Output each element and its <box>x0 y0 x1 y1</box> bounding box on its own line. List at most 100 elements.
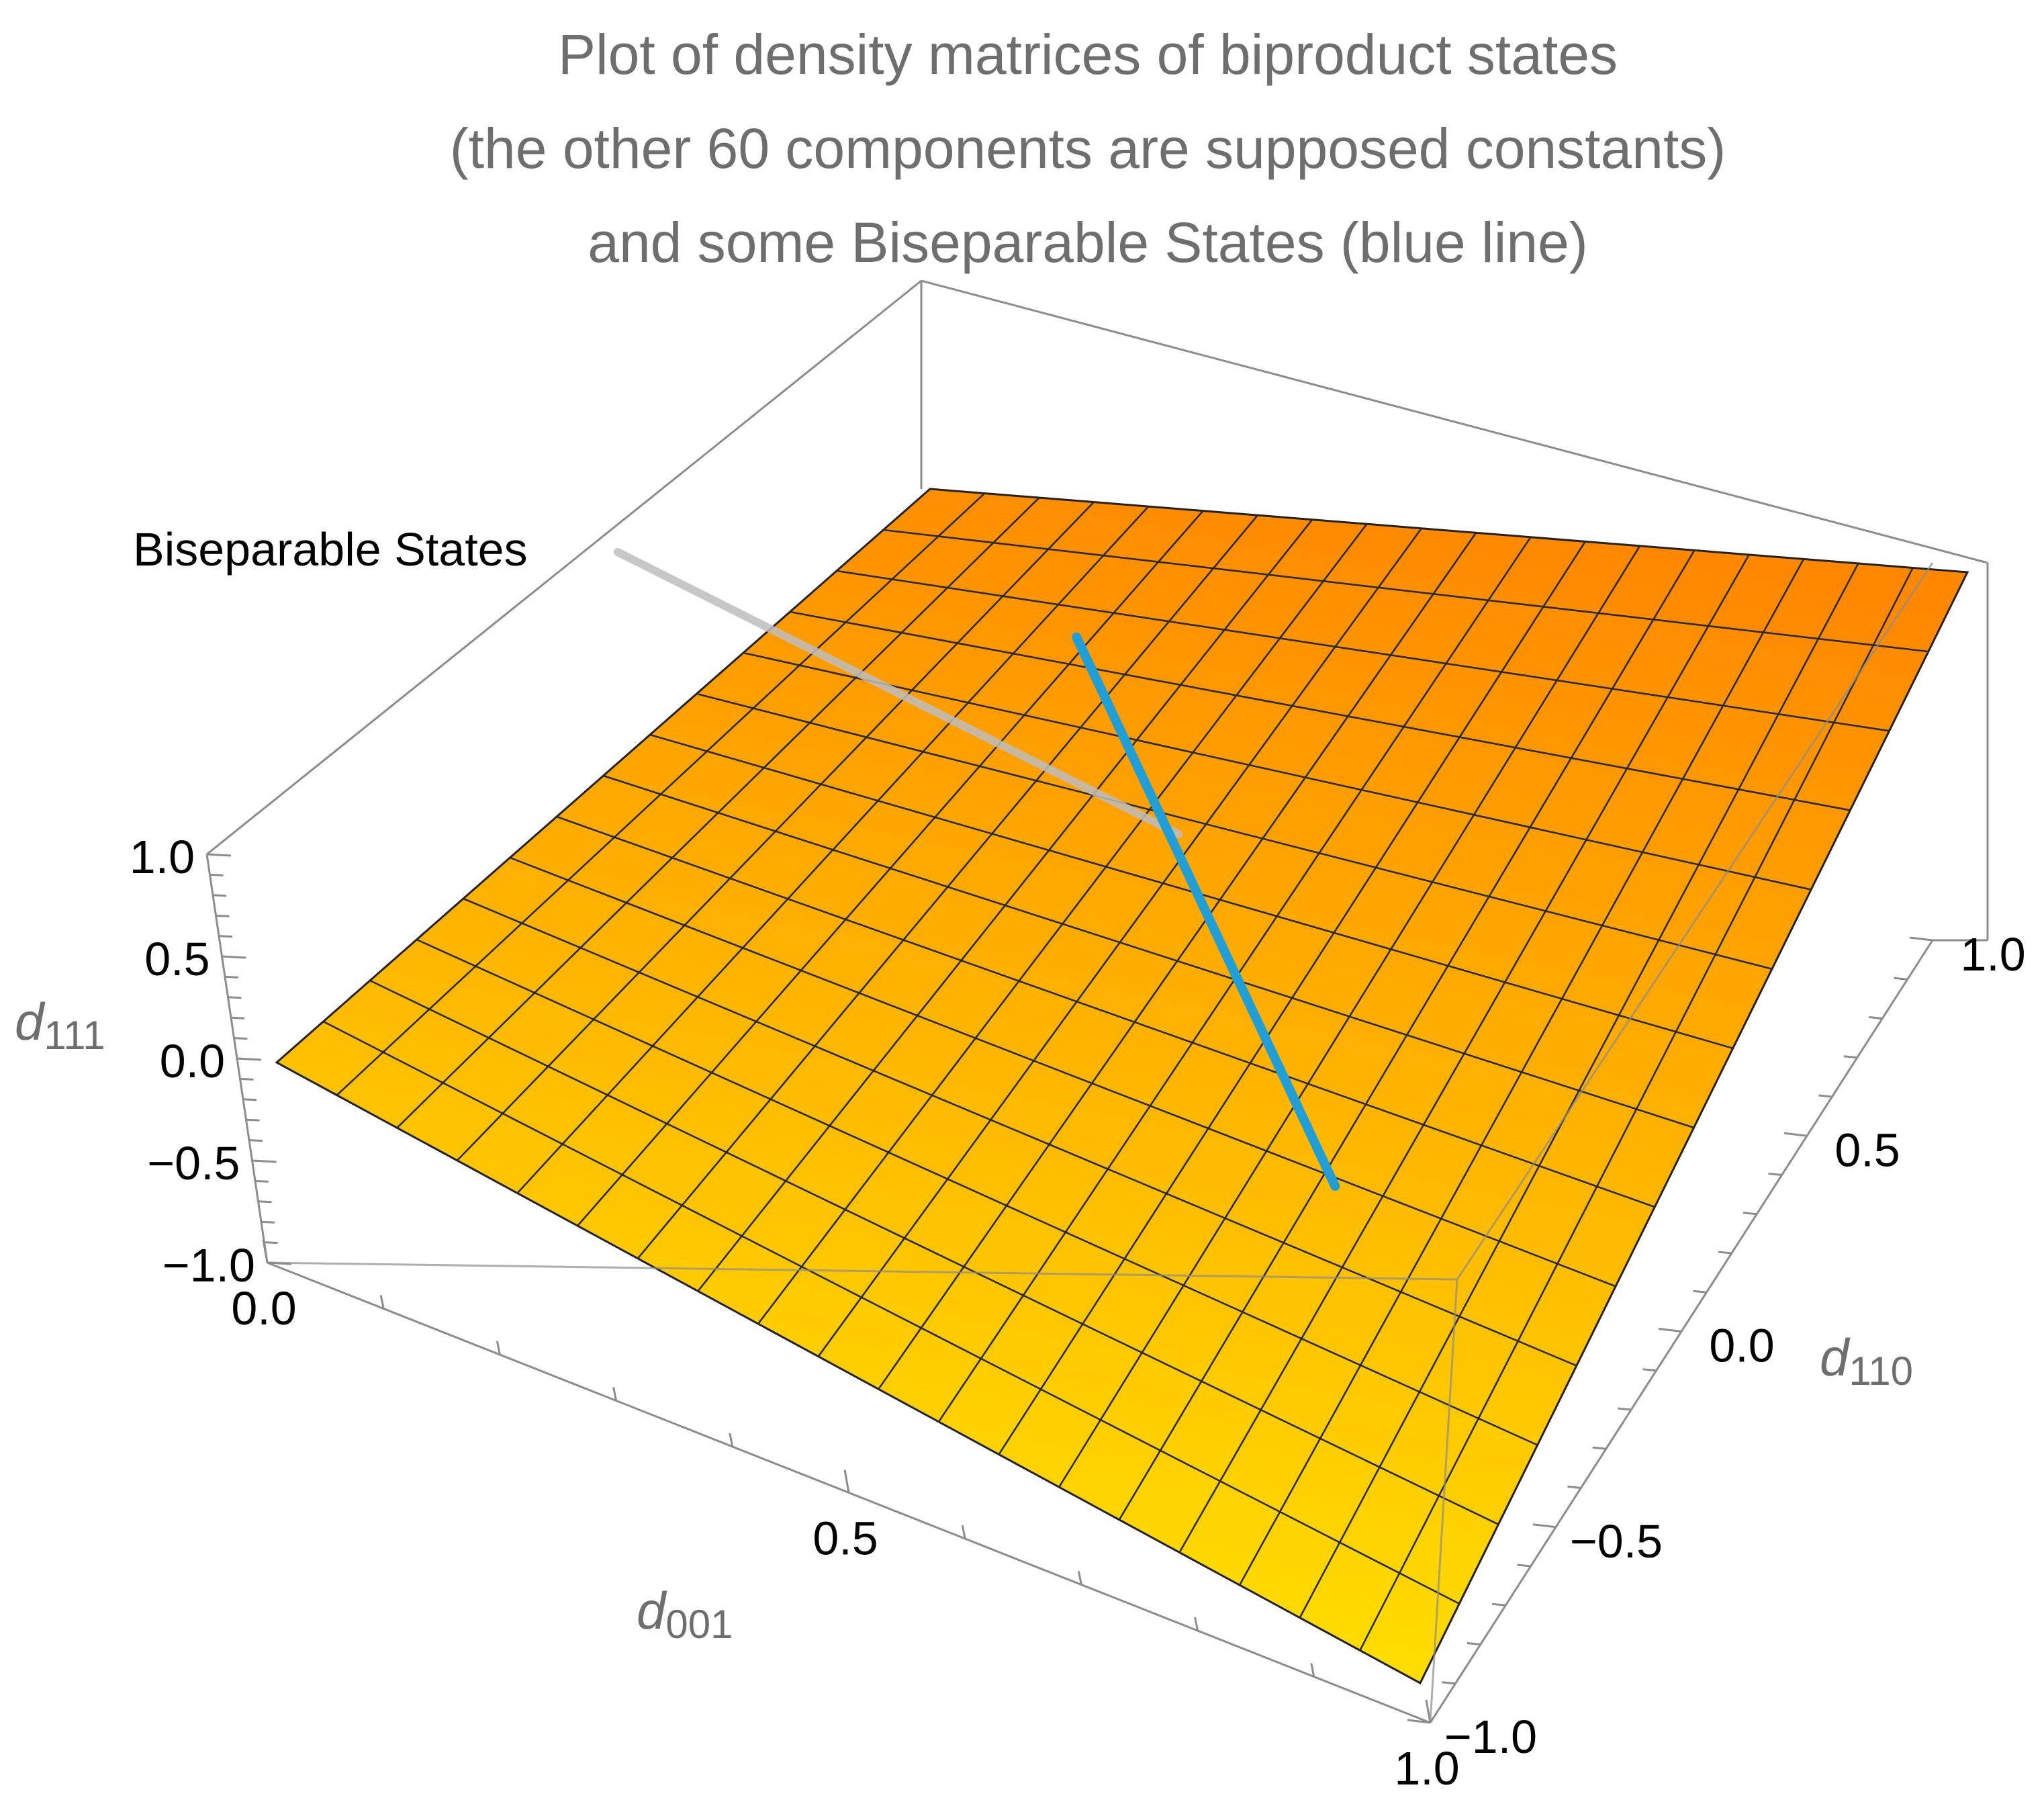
z-axis-label: d111 <box>15 992 105 1058</box>
z-axis-tick-mark <box>236 1057 262 1061</box>
x-axis-tick-label: 0.5 <box>812 1512 878 1565</box>
z-axis-minor-tick <box>212 894 227 897</box>
chart-title-line-1: Plot of density matrices of biproduct st… <box>558 23 1618 86</box>
x-axis-label: d001 <box>637 1581 733 1647</box>
mesh-line-x <box>696 692 1773 970</box>
x-axis-label-sub: 001 <box>665 1602 733 1647</box>
z-axis-tick-label: 1.0 <box>130 831 195 883</box>
mesh-line-x <box>463 897 1577 1367</box>
y-axis-label-base: d <box>1820 1328 1851 1387</box>
y-axis-minor-tick <box>1642 1368 1657 1372</box>
z-axis-minor-tick <box>242 1098 257 1101</box>
y-axis-tick-label: 0.5 <box>1834 1124 1900 1176</box>
mesh-line-y <box>1299 563 1859 1619</box>
mesh-line-y <box>456 501 1095 1161</box>
mesh-line-y <box>1238 558 1805 1586</box>
mesh-line-y <box>757 523 1368 1324</box>
y-axis-label: d110 <box>1820 1328 1913 1394</box>
z-axis-minor-tick <box>234 1037 248 1040</box>
y-axis-minor-tick <box>1567 1486 1581 1489</box>
mesh-line-x <box>510 856 1616 1287</box>
x-axis-tick-label: 1.0 <box>1394 1742 1459 1795</box>
y-axis-minor-tick <box>1693 1289 1707 1294</box>
x-axis-minor-tick <box>729 1433 734 1447</box>
mesh-line-y <box>697 518 1313 1292</box>
mesh-line-y <box>637 514 1258 1259</box>
z-axis-tick-mark <box>206 853 232 857</box>
z-axis-minor-tick <box>248 1139 263 1142</box>
y-axis-minor-tick <box>1768 1173 1782 1176</box>
chart-title-line-3: and some Biseparable States (blue line) <box>588 211 1588 274</box>
mesh-line-x <box>790 610 1851 811</box>
mesh-line-y <box>878 532 1477 1390</box>
x-axis-tick-mark <box>843 1469 850 1493</box>
mesh-line-x <box>603 774 1694 1129</box>
y-axis-minor-tick <box>1517 1564 1531 1568</box>
z-axis-tick-label: −1.0 <box>162 1239 255 1292</box>
z-axis-label-sub: 111 <box>44 1013 105 1058</box>
z-axis-minor-tick <box>264 1241 278 1245</box>
mesh-line-y <box>577 510 1204 1227</box>
z-axis-tick-mark <box>252 1159 277 1163</box>
mesh-line-y <box>998 541 1586 1455</box>
surface-mesh <box>322 492 1929 1651</box>
mesh-line-y <box>1118 549 1695 1521</box>
z-axis-minor-tick <box>228 996 242 999</box>
x-axis-tick-mark <box>262 1239 269 1263</box>
surface-layer <box>275 488 1969 1685</box>
mesh-line-y <box>336 492 986 1096</box>
z-axis-tick-label: −0.5 <box>147 1137 240 1189</box>
z-axis-tick-mark <box>222 955 246 959</box>
mesh-line-y <box>1359 567 1914 1651</box>
mesh-line-y <box>516 506 1150 1194</box>
y-axis-minor-tick <box>1618 1407 1632 1411</box>
y-axis-minor-tick <box>1592 1446 1606 1450</box>
x-axis-tick-label: 0.0 <box>231 1282 296 1334</box>
y-axis-minor-tick <box>1818 1094 1832 1098</box>
axis-ticks: −1.0−0.50.00.51.00.00.51.0−1.0−0.50.00.5… <box>130 831 2026 1795</box>
biseparable-line-layer <box>1072 632 1340 1191</box>
y-axis-minor-tick <box>1869 1016 1883 1020</box>
mesh-line-x <box>556 815 1655 1208</box>
x-axis-minor-tick <box>612 1387 618 1401</box>
y-axis-tick-label: −1.0 <box>1444 1711 1537 1763</box>
x-axis-label-base: d <box>637 1581 667 1640</box>
y-axis-tick-mark <box>1532 1523 1557 1529</box>
y-axis-tick-label: 0.0 <box>1709 1320 1774 1372</box>
mesh-line-x <box>369 979 1499 1525</box>
y-axis-minor-tick <box>1467 1642 1481 1645</box>
z-axis-tick-mark <box>267 1261 292 1265</box>
mesh-line-y <box>396 497 1040 1129</box>
y-axis-tick-mark <box>1783 1132 1808 1137</box>
x-axis-minor-tick <box>496 1341 501 1355</box>
y-axis-tick-mark <box>1658 1328 1682 1332</box>
mesh-line-x <box>743 651 1812 891</box>
y-axis-minor-tick <box>1442 1681 1456 1685</box>
y-axis-tick-label: 1.0 <box>1960 928 2025 981</box>
x-axis-minor-tick <box>1194 1617 1199 1631</box>
y-axis-minor-tick <box>1492 1602 1506 1607</box>
y-axis-minor-tick <box>1743 1212 1757 1216</box>
surface <box>275 488 1969 1685</box>
mesh-line-x <box>322 1020 1460 1605</box>
mesh-line-y <box>817 527 1422 1357</box>
mesh-line-y <box>1058 545 1641 1488</box>
y-axis-minor-tick <box>1894 977 1908 981</box>
biseparable-callout: Biseparable States <box>133 523 1182 838</box>
y-axis-minor-tick <box>1718 1251 1732 1255</box>
z-axis-minor-tick <box>210 873 224 876</box>
z-axis-tick-label: 0.0 <box>160 1035 225 1087</box>
mesh-line-x <box>883 529 1929 653</box>
z-axis-minor-tick <box>216 914 230 917</box>
z-axis-label-base: d <box>15 992 46 1051</box>
x-axis-tick-mark <box>1425 1699 1432 1723</box>
y-axis-label-sub: 110 <box>1849 1349 1913 1394</box>
y-axis-tick-mark <box>1909 936 1933 942</box>
chart-title-line-2: (the other 60 components are supposed co… <box>450 117 1726 180</box>
biseparable-line <box>1072 632 1340 1191</box>
callout-label: Biseparable States <box>133 523 528 576</box>
z-axis-minor-tick <box>230 1016 245 1020</box>
y-axis-tick-mark <box>1407 1719 1431 1724</box>
z-axis-tick-label: 0.5 <box>144 933 210 985</box>
